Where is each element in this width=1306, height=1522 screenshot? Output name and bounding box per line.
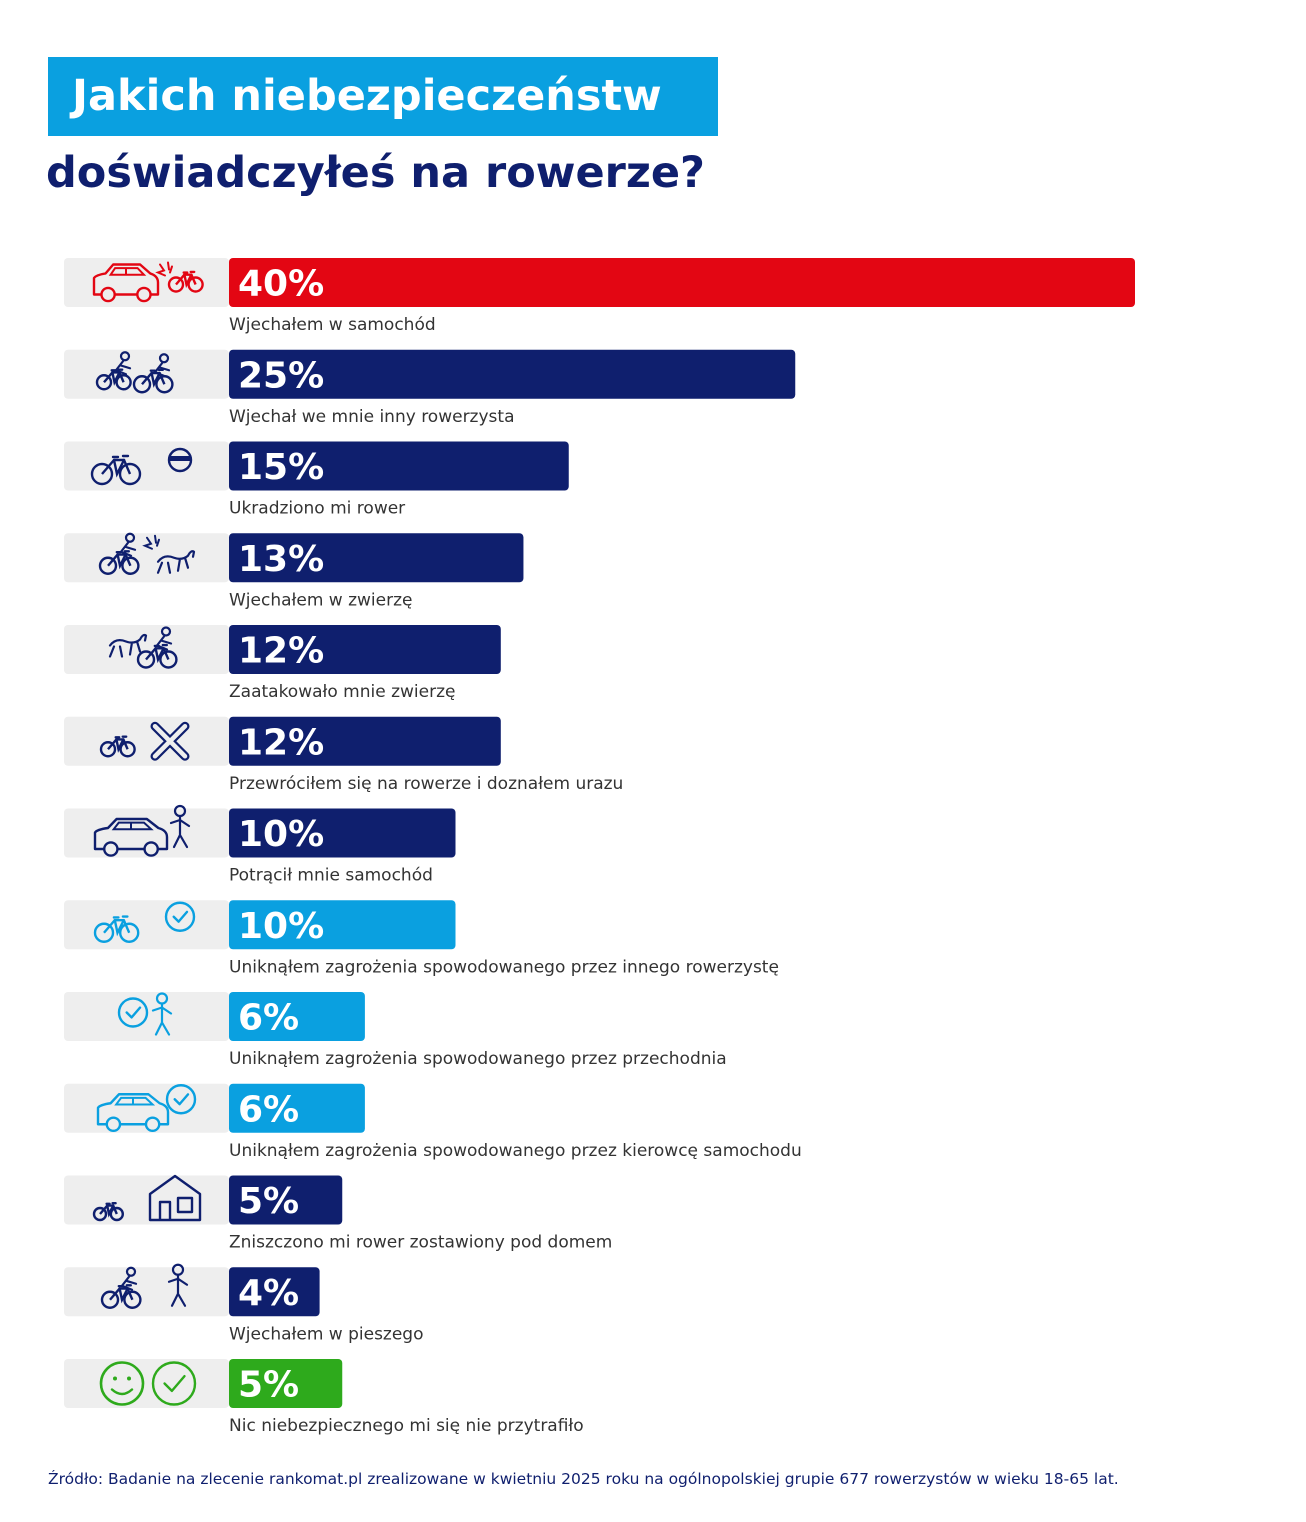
car-hits-person-icon — [93, 804, 191, 857]
category-label: Zniszczono mi rower zostawiony pod domem — [229, 1233, 612, 1253]
icon-background — [64, 625, 229, 674]
smiley-check-icon — [99, 1361, 197, 1406]
bar — [229, 1083, 365, 1133]
bar — [229, 716, 501, 766]
bar — [229, 808, 456, 858]
bar — [229, 1359, 343, 1408]
bar — [229, 625, 501, 674]
title-banner: Jakich niebezpieczeństw — [48, 57, 718, 136]
category-label: Ukradziono mi rower — [229, 499, 405, 519]
pedestrian-check-icon — [117, 992, 173, 1036]
bar-value-label: 5% — [238, 1365, 299, 1406]
car-bike-crash-icon — [92, 261, 204, 303]
bar-value-label: 10% — [238, 906, 324, 947]
cyclist-hits-animal-icon — [98, 532, 196, 575]
bar-value-label: 4% — [238, 1273, 299, 1314]
bar — [229, 992, 365, 1041]
bike-house-icon — [92, 1174, 202, 1222]
bar-value-label: 13% — [238, 539, 324, 580]
cyclist-hits-pedestrian-icon — [100, 1263, 189, 1309]
category-label: Nic niebezpiecznego mi się nie przytrafi… — [229, 1416, 584, 1436]
bar-value-label: 6% — [238, 1089, 299, 1130]
car-check-icon — [96, 1084, 197, 1133]
bar-value-label: 15% — [238, 447, 324, 488]
animal-attacks-cyclist-icon — [108, 626, 178, 669]
category-label: Wjechałem w pieszego — [229, 1324, 424, 1344]
category-label: Przewróciłem się na rowerze i doznałem u… — [229, 774, 623, 794]
category-label: Wjechałem w samochód — [229, 315, 436, 335]
source-note: Źródło: Badanie na zlecenie rankomat.pl … — [48, 1470, 1119, 1488]
page-title-line-2: doświadczyłeś na rowerze? — [46, 148, 705, 198]
bar-value-label: 5% — [238, 1181, 299, 1222]
bar — [229, 1175, 343, 1225]
cyclist-collision-icon — [95, 351, 174, 394]
bar-value-label: 6% — [238, 998, 299, 1039]
page-title-line-1: Jakich niebezpieczeństw — [72, 71, 662, 121]
icon-background — [64, 1359, 229, 1408]
bar-value-label: 12% — [238, 722, 324, 763]
category-label: Wjechałem w zwierzę — [229, 590, 412, 610]
category-label: Uniknąłem zagrożenia spowodowanego przez… — [229, 1049, 727, 1069]
icon-background — [64, 1267, 229, 1317]
bar — [229, 900, 456, 950]
bike-thief-icon — [90, 447, 193, 486]
icon-background — [64, 1175, 229, 1225]
category-label: Uniknąłem zagrożenia spowodowanego przez… — [229, 1141, 802, 1161]
icon-background — [64, 533, 229, 583]
bar — [229, 258, 1135, 307]
bar-value-label: 25% — [238, 355, 324, 396]
bar-value-label: 12% — [238, 631, 324, 672]
bar — [229, 441, 569, 491]
bike-check-icon — [93, 901, 196, 943]
category-label: Zaatakowało mnie zwierzę — [229, 682, 455, 702]
bar — [229, 349, 796, 399]
category-label: Potrącił mnie samochód — [229, 866, 433, 886]
bar-value-label: 40% — [238, 264, 324, 305]
bar-value-label: 10% — [238, 814, 324, 855]
bar — [229, 533, 524, 583]
icon-background — [64, 441, 229, 491]
bike-injury-bandage-icon — [99, 721, 190, 761]
icon-background — [64, 349, 229, 399]
category-label: Wjechał we mnie inny rowerzysta — [229, 407, 514, 427]
bar — [229, 1267, 320, 1317]
icon-background — [64, 716, 229, 766]
category-label: Uniknąłem zagrożenia spowodowanego przez… — [229, 957, 779, 977]
icon-background — [64, 900, 229, 950]
